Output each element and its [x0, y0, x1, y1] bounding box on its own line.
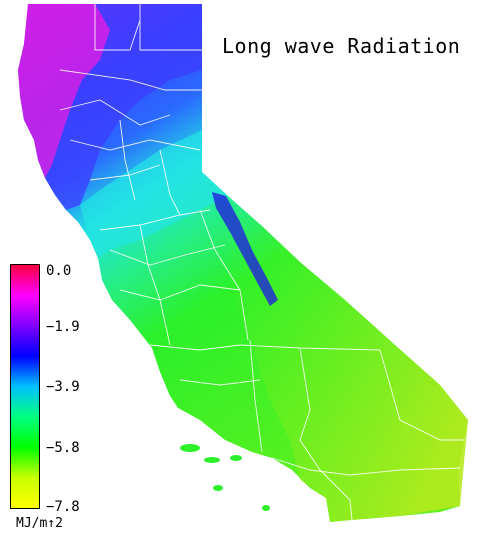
legend-tick-4: −7.8: [46, 499, 80, 515]
north-coast-region: [18, 4, 110, 178]
channel-islands: [180, 444, 270, 511]
legend-colorbar: [10, 264, 40, 509]
legend-tick-2: −3.9: [46, 379, 80, 395]
legend-units: MJ/m↑2: [16, 516, 63, 531]
county-lines: [59, 4, 465, 521]
legend-tick-1: −1.9: [46, 319, 80, 335]
north-interior-region: [45, 4, 202, 210]
legend-tick-0: 0.0: [46, 263, 72, 279]
delta-region: [80, 130, 228, 258]
desert-region: [230, 226, 468, 522]
sierra-region: [212, 192, 278, 306]
legend-tick-3: −5.8: [46, 440, 80, 456]
map-title: Long wave Radiation: [222, 34, 461, 58]
